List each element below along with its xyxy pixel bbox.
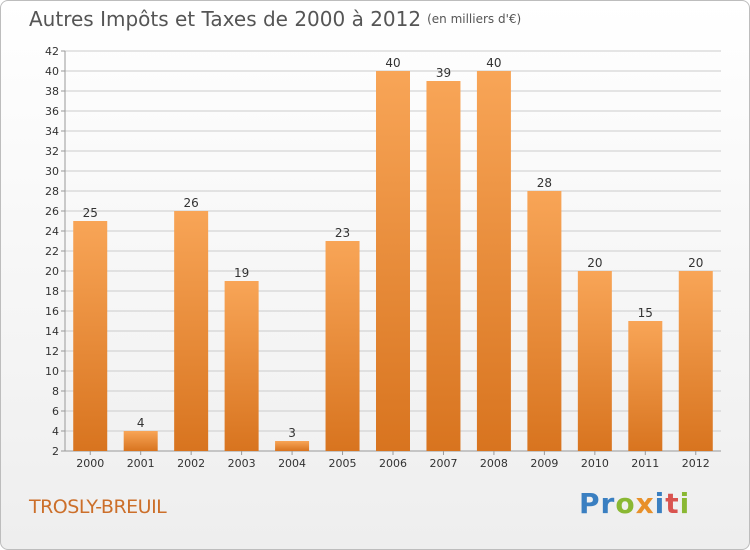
data-label-2012: 20	[688, 256, 703, 270]
data-labels: 25 4 26 19 3 23 40 39 40 28 20 15 20	[83, 56, 704, 440]
chart-title-text: Autres Impôts et Taxes de 2000 à 2012	[29, 7, 422, 31]
logo-letter: x	[635, 487, 655, 520]
y-tick-label: 8	[52, 385, 59, 398]
bar-2009	[527, 191, 562, 451]
x-tick-label-2002: 2002	[177, 457, 205, 470]
bar-2004	[275, 441, 310, 451]
commune-name: TROSLY-BREUIL	[29, 496, 167, 518]
data-label-2004: 3	[288, 426, 296, 440]
x-tick-label-2000: 2000	[76, 457, 104, 470]
y-tick-label: 18	[45, 285, 59, 298]
proxiti-logo: Proxiti	[579, 487, 690, 520]
bar-2005	[325, 241, 360, 451]
logo-letter: t	[665, 487, 680, 520]
y-tick-label: 34	[45, 125, 59, 138]
data-label-2007: 39	[436, 66, 451, 80]
bar-2000	[73, 221, 108, 451]
bar-2003	[224, 281, 259, 451]
x-tick-label-2010: 2010	[581, 457, 609, 470]
bar-2006	[376, 71, 410, 451]
logo-letter: i	[679, 487, 691, 520]
y-tick-label: 26	[45, 205, 59, 218]
x-tick-label-2005: 2005	[329, 457, 357, 470]
chart-title: Autres Impôts et Taxes de 2000 à 2012 (en…	[29, 7, 521, 31]
y-tick-label: 32	[45, 145, 59, 158]
y-tick-label: 42	[45, 45, 59, 58]
data-label-2002: 26	[184, 196, 199, 210]
y-tick-label: 4	[52, 425, 59, 438]
logo-letter: o	[615, 487, 636, 520]
bar-2002	[174, 211, 209, 451]
data-label-2005: 23	[335, 226, 350, 240]
logo-letter: i	[654, 487, 666, 520]
x-tick-label-2004: 2004	[278, 457, 306, 470]
data-label-2006: 40	[385, 56, 400, 70]
y-tick-label: 6	[52, 405, 59, 418]
y-tick-label: 12	[45, 345, 59, 358]
data-label-2011: 15	[638, 306, 653, 320]
bar-2011	[628, 321, 663, 451]
x-tick-label-2008: 2008	[480, 457, 508, 470]
y-tick-label: 14	[45, 325, 59, 338]
y-tick-label: 2	[52, 445, 59, 458]
chart-unit: (en milliers d'€)	[427, 12, 522, 26]
y-tick-label: 22	[45, 245, 59, 258]
x-tick-label-2009: 2009	[530, 457, 558, 470]
x-tick-label-2001: 2001	[127, 457, 155, 470]
y-tick-label: 40	[45, 65, 59, 78]
y-tick-label: 16	[45, 305, 59, 318]
data-label-2003: 19	[234, 266, 249, 280]
bar-2010	[577, 271, 612, 451]
data-label-2010: 20	[587, 256, 602, 270]
logo-letter: r	[600, 487, 616, 520]
data-label-2009: 28	[537, 176, 552, 190]
y-tick-label: 28	[45, 185, 59, 198]
logo-letter: P	[579, 487, 601, 520]
bars	[73, 71, 713, 451]
y-tick-label: 38	[45, 85, 59, 98]
data-label-2008: 40	[486, 56, 501, 70]
x-tick-label-2011: 2011	[631, 457, 659, 470]
bar-2008	[476, 71, 511, 451]
x-tick-label-2012: 2012	[682, 457, 710, 470]
data-label-2001: 4	[137, 416, 145, 430]
bar-2007	[426, 81, 461, 451]
x-axis: 2000 2001 2002 2003 2004 2005 2006 2007 2008 2009…	[76, 451, 710, 470]
y-tick-label: 36	[45, 105, 59, 118]
bar-2001	[123, 431, 158, 451]
x-tick-label-2007: 2007	[429, 457, 457, 470]
y-tick-label: 30	[45, 165, 59, 178]
y-tick-label: 10	[45, 365, 59, 378]
y-tick-label: 24	[45, 225, 59, 238]
data-label-2000: 25	[83, 206, 98, 220]
x-tick-label-2003: 2003	[228, 457, 256, 470]
x-tick-label-2006: 2006	[379, 457, 407, 470]
y-tick-label: 20	[45, 265, 59, 278]
bar-2012	[678, 271, 713, 451]
